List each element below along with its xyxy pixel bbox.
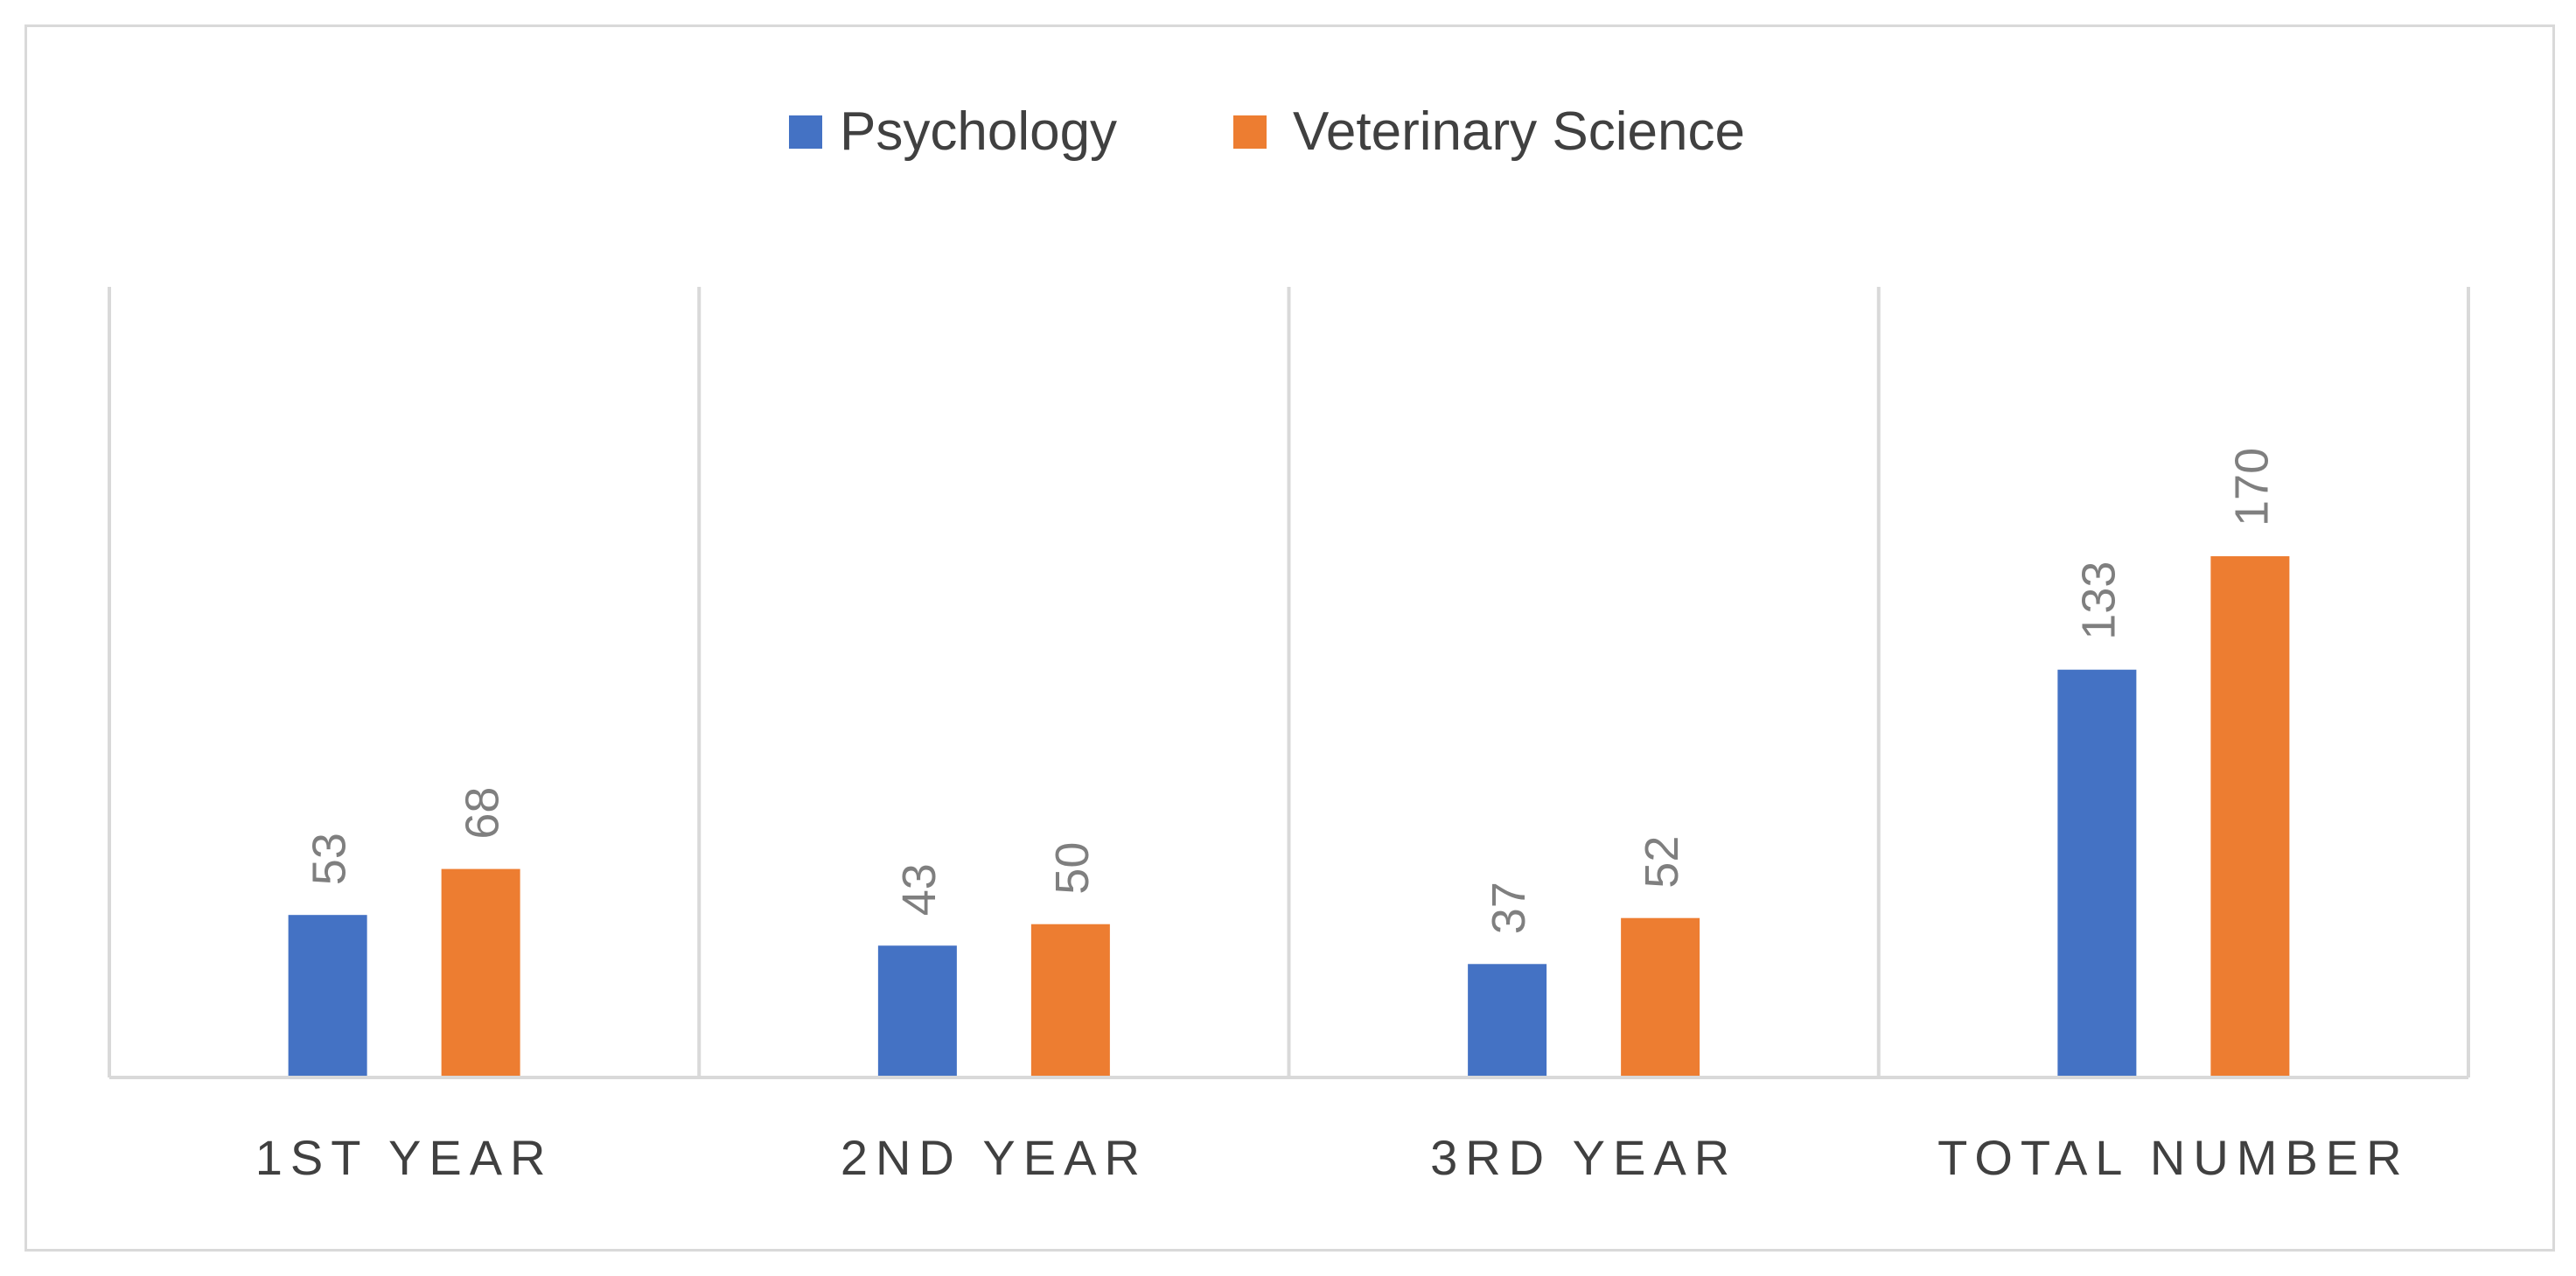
bar xyxy=(2210,556,2290,1077)
data-labels: 53 68 43 50 37 52 133 170 xyxy=(304,448,2279,934)
category-dividers xyxy=(108,287,2470,1077)
data-label: 133 xyxy=(2072,561,2125,640)
data-label: 50 xyxy=(1046,842,1099,895)
category-labels: 1ST YEAR 2ND YEAR 3RD YEAR TOTAL NUMBER xyxy=(255,1130,2409,1185)
data-label: 170 xyxy=(2225,448,2278,526)
bar xyxy=(1030,924,1110,1077)
legend-swatch xyxy=(1233,115,1267,149)
legend: Psychology Veterinary Science xyxy=(789,101,1745,162)
bar xyxy=(288,915,367,1077)
bar xyxy=(441,868,520,1077)
legend-label: Veterinary Science xyxy=(1293,101,1745,162)
category-label: 2ND YEAR xyxy=(841,1130,1148,1185)
bar xyxy=(1621,917,1700,1077)
data-label: 53 xyxy=(304,833,356,885)
bar xyxy=(1468,964,1547,1077)
data-label: 37 xyxy=(1483,882,1535,934)
category-label: 1ST YEAR xyxy=(255,1130,554,1185)
category-label: TOTAL NUMBER xyxy=(1937,1130,2409,1185)
data-label: 52 xyxy=(1636,836,1688,889)
legend-label: Psychology xyxy=(840,101,1117,162)
data-label: 68 xyxy=(457,787,509,840)
legend-swatch xyxy=(789,115,822,149)
bar xyxy=(877,945,957,1077)
category-label: 3RD YEAR xyxy=(1430,1130,1737,1185)
bar xyxy=(2057,669,2137,1077)
bars xyxy=(288,556,2290,1077)
data-label: 43 xyxy=(893,863,946,916)
